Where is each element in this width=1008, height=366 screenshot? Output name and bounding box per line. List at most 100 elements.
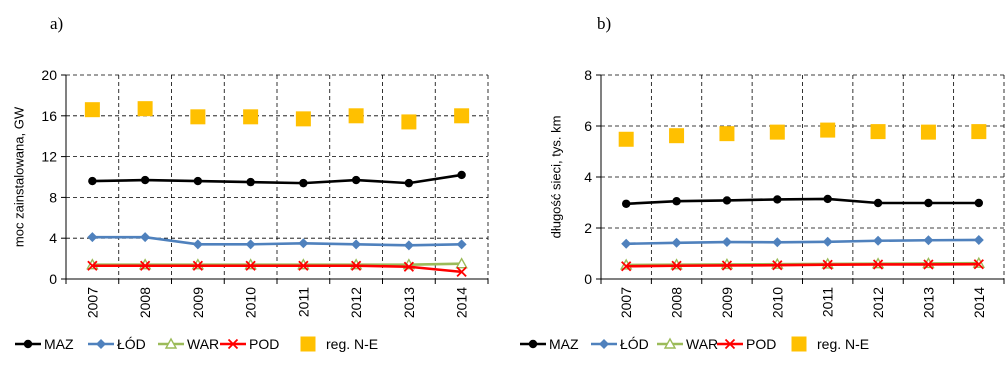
data-point-maz [299,178,308,188]
x-tick-label: 2014 [971,287,987,318]
x-tick-label: 2012 [870,287,886,318]
legend-item-maz: MAZ [15,336,74,352]
x-tick-label: 2010 [243,287,259,318]
data-point-pod [772,260,783,271]
series-łód [87,232,467,251]
data-point-łód [873,235,884,246]
data-point-reg-n-e [920,124,936,140]
y-tick-label: 8 [49,189,57,205]
data-point-łód [822,236,833,247]
legend-item-łód: ŁÓD [88,336,146,352]
legend-marker [599,339,609,349]
legend-label: reg. N-E [817,336,869,352]
legend-marker [96,339,106,349]
y-tick-label: 6 [584,118,592,134]
data-point-łód [192,239,203,250]
series-pod [87,260,467,277]
y-tick-label: 0 [49,271,57,287]
series-line-pod [626,262,979,268]
x-tick-label: 2009 [190,287,206,318]
x-tick-label: 2010 [769,287,785,318]
gridlines [601,74,1005,279]
panel-letter-a: a) [50,14,64,33]
data-point-pod [973,259,984,270]
data-point-łód [621,238,632,249]
panel-letter-b: b) [597,14,612,33]
data-point-maz [88,176,97,186]
data-point-pod [403,261,415,272]
data-point-łód [298,238,309,249]
chart-panel-b: b) 0 2 4 6 8 2007 2008 2009 2010 2011 2012 2013 2014… [504,0,1008,361]
data-point-pod [671,260,682,271]
data-point-maz [722,196,732,205]
legend-item-war: WAR [158,336,219,352]
data-point-reg-n-e [454,108,470,124]
data-point-reg-n-e [769,124,785,140]
data-point-pod [621,261,632,272]
data-point-maz [140,175,150,185]
legend-label: POD [249,336,279,352]
legend-label: ŁÓD [620,336,649,352]
data-point-pod [245,260,256,271]
data-point-reg-n-e [348,108,364,124]
series-maz [621,194,984,208]
x-tick-label: 2009 [719,287,735,318]
data-point-reg-n-e [719,126,735,142]
data-point-łód [772,237,783,248]
series-line-łód [626,238,979,246]
x-tick-label: 2008 [669,287,685,318]
data-point-pod [872,259,884,270]
y-tick-label: 20 [41,67,57,83]
data-point-maz [351,175,361,185]
data-point-łód [403,240,414,251]
legend-item-pod: POD [717,336,776,352]
y-tick-label: 0 [584,271,592,287]
data-point-maz [246,177,255,187]
y-tick-label: 4 [584,169,592,185]
x-tick-label: 2014 [454,287,470,318]
x-tick-label: 2013 [920,287,936,318]
x-tick-label: 2012 [348,287,364,318]
y-tick-label: 2 [584,220,592,236]
series-łód [621,234,984,249]
chart-b: 0 2 4 6 8 2007 2008 2009 2010 2011 2012 2013 2014 dłu… [520,67,1005,352]
legend-label: ŁÓD [117,336,146,352]
data-point-reg-n-e [401,114,417,130]
legend-item-pod: POD [220,336,279,352]
data-point-pod [192,260,204,271]
data-point-łód [721,237,732,248]
legend-marker [164,337,178,349]
legend: MAZ ŁÓD WAR POD reg. N-E [15,336,378,352]
data-point-łód [140,232,151,243]
legend-label: WAR [187,336,219,352]
data-point-maz [773,195,782,204]
series-maz [88,170,466,188]
y-tick-label: 4 [49,230,57,246]
legend-marker [23,339,33,349]
legend-marker [528,339,538,349]
x-tick-label: 2011 [295,287,311,317]
data-point-łód [671,237,682,248]
legend-item-maz: MAZ [520,336,579,352]
x-tick-label: 2007 [618,287,634,318]
y-tick-label: 12 [41,149,57,165]
legend-label: MAZ [44,336,74,352]
y-axis-title: długość sieci, tys. km [549,116,564,239]
legend-item-war: WAR [657,336,718,352]
data-point-war [455,257,468,269]
series-pod [621,259,984,272]
legend-marker [791,336,807,352]
y-tick-label: 16 [41,108,57,124]
data-point-reg-n-e [243,109,259,125]
data-point-reg-n-e [870,124,886,140]
data-point-maz [974,198,984,208]
data-point-łód [87,232,98,243]
data-point-maz [823,194,832,204]
series-line-pod [92,264,462,274]
data-point-reg-n-e [618,131,634,147]
legend-marker [227,338,239,350]
data-point-reg-n-e [820,122,836,138]
legend-label: POD [746,336,776,352]
data-point-łód [351,239,362,250]
legend-marker [663,337,677,349]
